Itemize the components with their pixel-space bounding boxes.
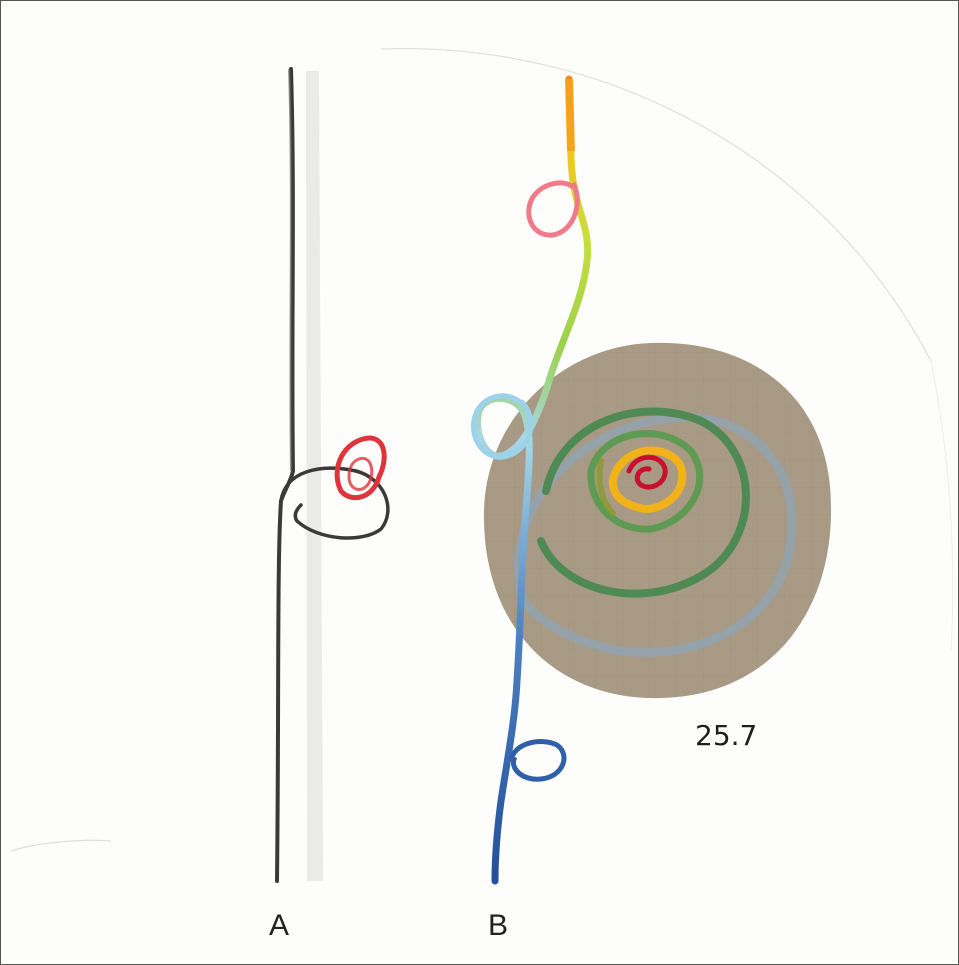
pencil-line-a-top: [288, 68, 292, 472]
label-b: B: [488, 909, 510, 942]
strand-b-top-accent: [565, 79, 575, 151]
blue-loop-bottom: [508, 739, 567, 782]
label-a: A: [269, 909, 291, 942]
blue-loop-b: [470, 393, 534, 460]
spiral: [514, 407, 797, 657]
number-annotation: 25.7: [695, 719, 758, 752]
pencil-loop-a: [279, 466, 390, 540]
red-loop-a-inner: [347, 456, 374, 492]
red-loop-a: [334, 435, 387, 501]
pencil-shading: [306, 71, 323, 881]
faint-arc-right: [930, 360, 954, 652]
faint-arc-top: [380, 47, 932, 362]
faint-arc-left: [10, 839, 112, 852]
pink-loop-b: [526, 180, 580, 238]
